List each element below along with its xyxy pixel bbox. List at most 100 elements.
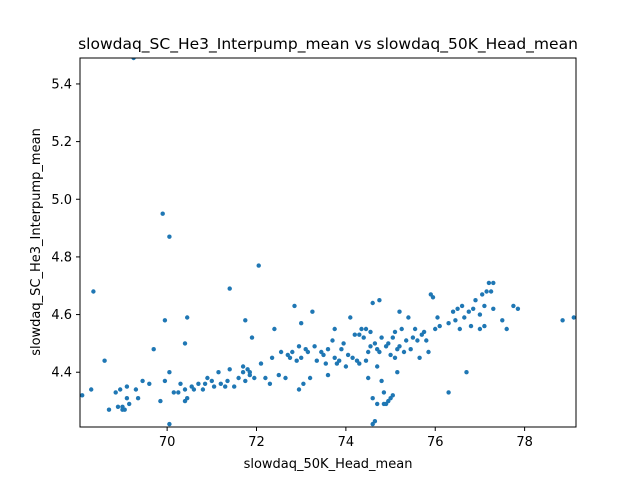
data-point	[437, 323, 442, 329]
x-tick-label: 74	[338, 435, 355, 450]
data-point	[571, 315, 576, 320]
data-point	[176, 390, 181, 395]
data-point	[457, 326, 462, 332]
data-point	[252, 375, 257, 381]
data-point	[388, 352, 393, 358]
data-point	[118, 387, 123, 392]
data-point	[466, 309, 471, 314]
axis-ticks: 70 72 74 76 78 4.4 4.6 4.8 5.0 5.2 5.4	[51, 77, 533, 450]
data-point	[216, 370, 221, 375]
data-point	[375, 401, 380, 407]
data-point	[227, 367, 232, 372]
data-point	[102, 358, 107, 363]
data-point	[296, 387, 302, 392]
data-point	[408, 347, 413, 352]
data-point	[305, 349, 311, 355]
data-point	[446, 321, 451, 326]
data-point	[390, 335, 395, 340]
data-point	[366, 349, 371, 355]
data-point	[269, 355, 275, 360]
data-point	[412, 326, 418, 332]
data-point	[395, 370, 400, 375]
data-point	[140, 378, 145, 384]
x-tick-label: 76	[427, 435, 444, 450]
data-point	[404, 338, 409, 343]
y-tick-label: 4.6	[51, 308, 72, 323]
data-point	[185, 396, 190, 401]
data-point	[337, 358, 342, 363]
data-point	[468, 323, 474, 329]
data-point	[330, 338, 335, 343]
data-point	[160, 211, 165, 216]
data-point	[263, 375, 268, 381]
y-tick-label: 5.4	[51, 77, 72, 92]
data-point	[127, 401, 132, 407]
data-point	[397, 344, 402, 349]
data-point	[386, 341, 391, 346]
data-point	[243, 318, 248, 323]
x-tick-label: 72	[248, 435, 265, 450]
data-point	[504, 326, 509, 332]
data-point	[417, 355, 422, 360]
data-point	[372, 341, 378, 346]
data-point	[511, 303, 516, 309]
data-point	[151, 347, 156, 352]
data-point	[240, 364, 246, 369]
data-point	[379, 335, 384, 340]
data-point	[325, 372, 331, 378]
data-point	[247, 372, 252, 378]
data-point	[211, 384, 217, 389]
x-axis-label: slowdaq_50K_Head_mean	[244, 457, 413, 472]
y-tick-label: 5.2	[51, 135, 72, 150]
data-point	[491, 306, 496, 311]
data-point	[482, 323, 487, 329]
data-point	[225, 378, 230, 384]
data-point	[162, 378, 168, 384]
data-point	[307, 375, 313, 381]
data-points	[80, 58, 576, 427]
data-point	[390, 393, 395, 398]
data-point	[435, 315, 440, 320]
data-point	[191, 387, 197, 392]
data-point	[314, 358, 319, 363]
data-point	[167, 370, 172, 375]
data-point	[249, 335, 255, 340]
data-point	[202, 381, 208, 386]
data-point	[426, 349, 431, 355]
data-point	[350, 355, 355, 360]
data-point	[287, 355, 293, 360]
data-point	[182, 341, 188, 346]
data-point	[459, 303, 465, 309]
x-tick-label: 78	[516, 435, 533, 450]
data-point	[450, 309, 456, 314]
data-point	[321, 352, 326, 358]
data-point	[379, 378, 384, 384]
data-point	[267, 381, 273, 386]
data-point	[301, 381, 306, 386]
data-point	[397, 309, 402, 314]
y-tick-label: 5.0	[51, 193, 72, 208]
data-point	[345, 352, 351, 358]
data-point	[377, 349, 382, 355]
data-point	[115, 404, 121, 409]
data-point	[283, 375, 288, 381]
data-point	[424, 338, 429, 343]
data-point	[292, 303, 297, 309]
data-point	[196, 381, 201, 386]
data-point	[323, 361, 328, 366]
data-point	[410, 335, 416, 340]
data-point	[296, 344, 302, 349]
data-point	[372, 419, 378, 424]
data-point	[341, 341, 346, 346]
data-point	[205, 375, 210, 381]
data-point	[368, 329, 373, 335]
data-point	[124, 396, 130, 401]
data-point	[392, 329, 398, 335]
data-point	[446, 390, 451, 395]
data-point	[491, 280, 496, 286]
data-point	[453, 318, 458, 323]
data-point	[480, 292, 485, 297]
data-point	[370, 300, 375, 306]
data-point	[240, 370, 246, 375]
data-point	[366, 375, 371, 381]
